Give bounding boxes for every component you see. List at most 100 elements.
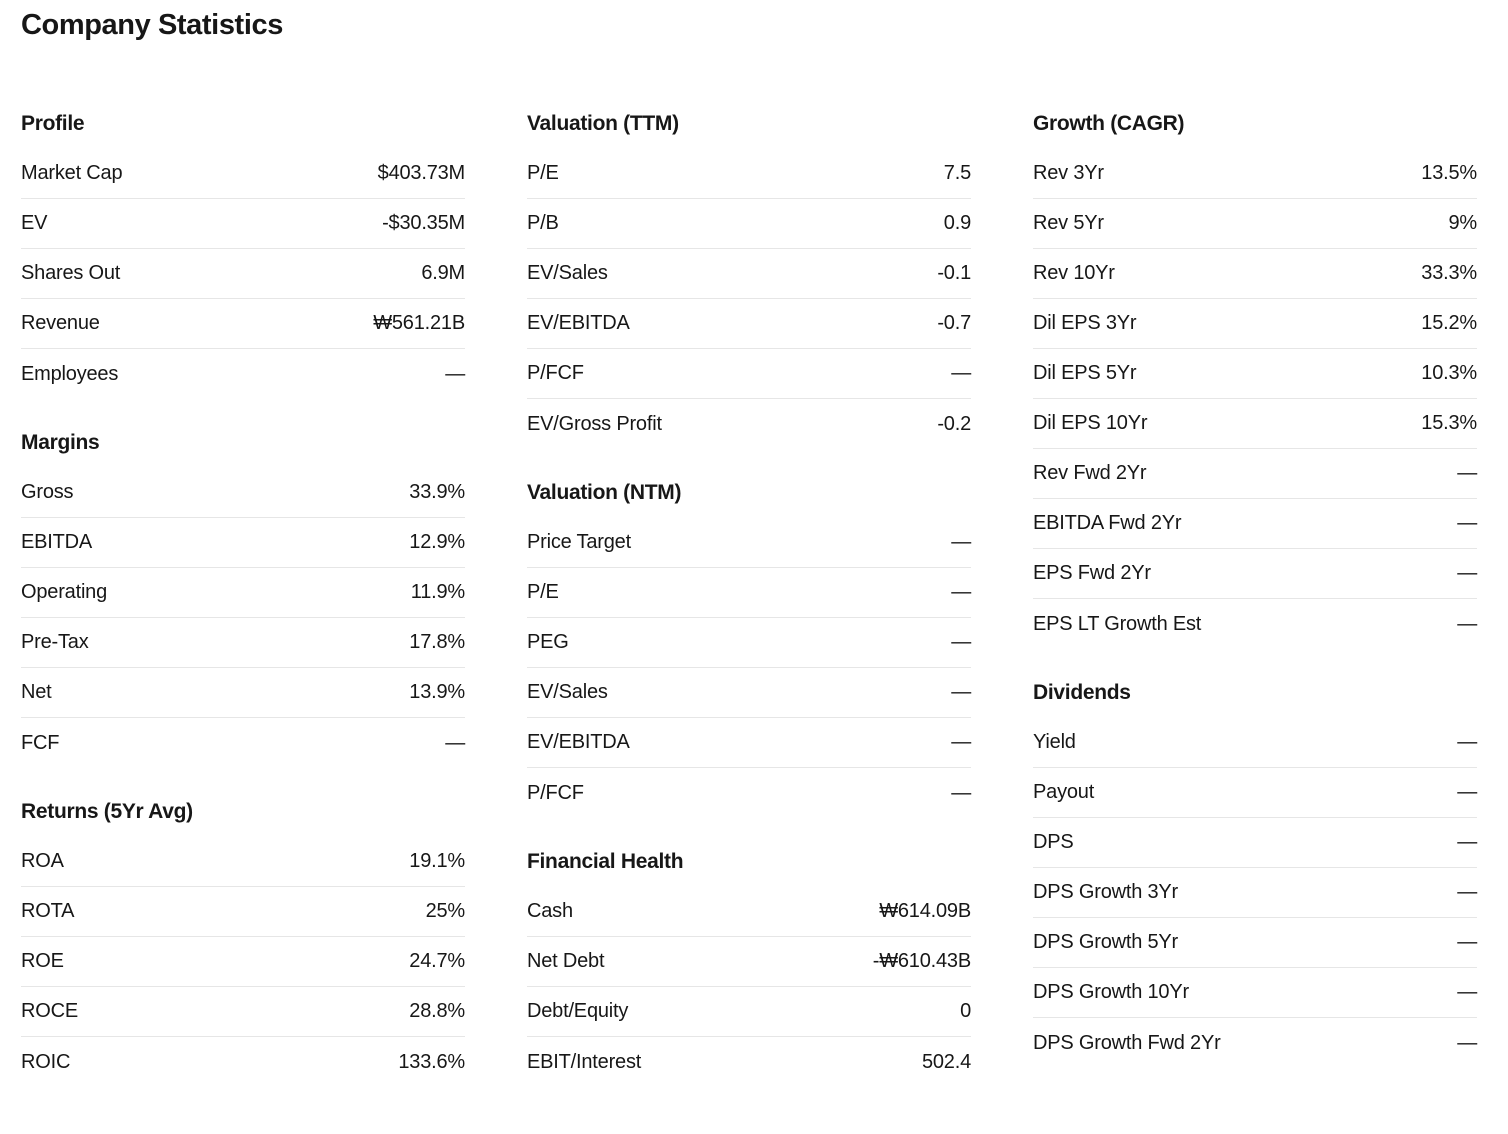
row-dps-growth-fwd-2yr: DPS Growth Fwd 2Yr — [1033,1018,1477,1068]
section-financial-health: Financial Health Cash ₩614.09B Net Debt … [527,837,971,1087]
section-profile: Profile Market Cap $403.73M EV -$30.35M … [21,99,465,399]
row-pe-ntm: P/E — [527,568,971,618]
row-dil-eps-3yr: Dil EPS 3Yr 15.2% [1033,299,1477,349]
stat-value: 15.3% [1421,412,1477,434]
stat-label: Gross [21,481,74,503]
row-revenue: Revenue ₩561.21B [21,299,465,349]
stats-column-2: Valuation (TTM) P/E 7.5 P/B 0.9 EV/Sales… [527,99,971,1087]
stat-value: — [445,731,465,754]
section-rows: Market Cap $403.73M EV -$30.35M Shares O… [21,149,465,399]
row-rota: ROTA 25% [21,887,465,937]
stat-label: DPS Growth 5Yr [1033,931,1179,953]
stat-value: 0.9 [943,212,971,234]
stat-label: Shares Out [21,262,121,284]
stat-value: -0.7 [937,312,971,334]
stat-label: Yield [1033,731,1076,753]
row-ebitda-fwd-2yr: EBITDA Fwd 2Yr — [1033,499,1477,549]
section-title-financial-health: Financial Health [527,850,684,873]
row-dps-growth-5yr: DPS Growth 5Yr — [1033,918,1477,968]
stat-value: 13.9% [409,681,465,703]
row-roe: ROE 24.7% [21,937,465,987]
row-roa: ROA 19.1% [21,837,465,887]
row-pb-ttm: P/B 0.9 [527,199,971,249]
stat-value: 7.5 [943,162,971,184]
stat-label: ROTA [21,900,75,922]
row-dil-eps-5yr: Dil EPS 5Yr 10.3% [1033,349,1477,399]
section-growth-cagr: Growth (CAGR) Rev 3Yr 13.5% Rev 5Yr 9% R… [1033,99,1477,649]
stat-label: EV/Gross Profit [527,412,662,435]
row-dps-growth-10yr: DPS Growth 10Yr — [1033,968,1477,1018]
row-peg-ntm: PEG — [527,618,971,668]
stat-value: -$30.35M [382,212,465,234]
page-title: Company Statistics [21,9,283,41]
row-dil-eps-10yr: Dil EPS 10Yr 15.3% [1033,399,1477,449]
row-net-debt: Net Debt -₩610.43B [527,937,971,987]
section-rows: Gross 33.9% EBITDA 12.9% Operating 11.9%… [21,468,465,768]
stat-label: DPS [1033,831,1074,853]
section-rows: Price Target — P/E — PEG — EV/Sales — [527,518,971,818]
stat-value: 6.9M [421,262,465,284]
stat-value: — [951,631,971,653]
stat-value: 33.9% [409,481,465,503]
stat-label: ROA [21,850,64,872]
stat-label: PEG [527,631,569,653]
stat-label: EBITDA Fwd 2Yr [1033,512,1182,534]
row-price-target-ntm: Price Target — [527,518,971,568]
stat-value: 11.9% [410,581,465,603]
row-rev-10yr: Rev 10Yr 33.3% [1033,249,1477,299]
stat-label: Dil EPS 10Yr [1033,412,1148,434]
stat-value: 19.1% [409,850,465,872]
stat-value: ₩614.09B [879,900,971,922]
section-valuation-ttm: Valuation (TTM) P/E 7.5 P/B 0.9 EV/Sales… [527,99,971,449]
section-margins: Margins Gross 33.9% EBITDA 12.9% Operati… [21,418,465,768]
row-dps: DPS — [1033,818,1477,868]
row-pre-tax-margin: Pre-Tax 17.8% [21,618,465,668]
section-rows: Rev 3Yr 13.5% Rev 5Yr 9% Rev 10Yr 33.3% … [1033,149,1477,649]
stat-label: Market Cap [21,162,123,184]
row-employees: Employees — [21,349,465,399]
stat-label: EBITDA [21,531,93,553]
row-ev-sales-ttm: EV/Sales -0.1 [527,249,971,299]
row-yield: Yield — [1033,718,1477,768]
stat-label: EBIT/Interest [527,1050,642,1073]
stat-value: 28.8% [409,1000,465,1022]
stat-value: — [1457,731,1477,753]
row-pe-ttm: P/E 7.5 [527,149,971,199]
stat-value: 15.2% [1421,312,1477,334]
stat-label: Pre-Tax [21,631,89,653]
row-eps-fwd-2yr: EPS Fwd 2Yr — [1033,549,1477,599]
stat-label: Debt/Equity [527,1000,629,1022]
stat-label: P/E [527,162,559,184]
stat-value: 0 [960,1000,971,1022]
row-roce: ROCE 28.8% [21,987,465,1037]
stat-label: ROE [21,950,64,972]
row-rev-fwd-2yr: Rev Fwd 2Yr — [1033,449,1477,499]
row-ebitda-margin: EBITDA 12.9% [21,518,465,568]
stat-label: Dil EPS 3Yr [1033,312,1137,334]
stat-value: — [1457,1031,1477,1054]
section-title-valuation-ntm: Valuation (NTM) [527,481,682,504]
stat-label: EV/EBITDA [527,731,630,753]
stat-value: -0.2 [937,412,971,435]
stat-value: ₩561.21B [373,312,465,334]
stat-label: Net [21,681,52,703]
section-title-returns: Returns (5Yr Avg) [21,800,193,823]
stat-label: Operating [21,581,108,603]
row-net-margin: Net 13.9% [21,668,465,718]
stat-label: DPS Growth 10Yr [1033,981,1189,1003]
row-roic: ROIC 133.6% [21,1037,465,1087]
stat-label: EPS Fwd 2Yr [1033,562,1151,584]
stat-value: — [1457,612,1477,635]
section-rows: ROA 19.1% ROTA 25% ROE 24.7% ROCE 28.8% [21,837,465,1087]
row-rev-3yr: Rev 3Yr 13.5% [1033,149,1477,199]
stat-label: P/FCF [527,362,584,384]
stat-label: Revenue [21,312,100,334]
row-fcf-margin: FCF — [21,718,465,768]
stat-label: EV/Sales [527,262,608,284]
section-title-dividends: Dividends [1033,681,1131,704]
section-valuation-ntm: Valuation (NTM) Price Target — P/E — PEG… [527,468,971,818]
stat-label: Employees [21,362,119,385]
company-statistics-page: Company Statistics Profile Market Cap $4… [21,9,1477,1087]
stats-column-1: Profile Market Cap $403.73M EV -$30.35M … [21,99,465,1087]
row-p-fcf-ttm: P/FCF — [527,349,971,399]
